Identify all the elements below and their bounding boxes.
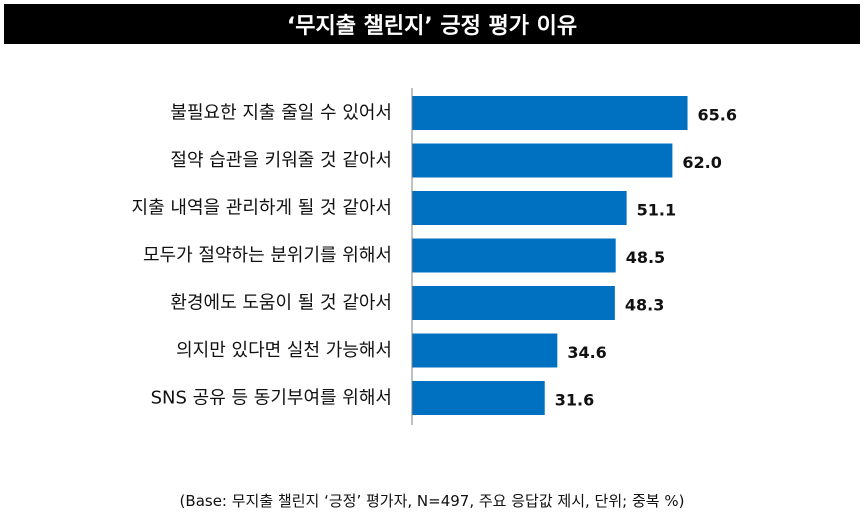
- value-label-4: 48.5: [626, 248, 665, 267]
- category-label-5: 환경에도 도움이 될 것 같아서: [170, 293, 392, 314]
- category-label-6: 의지만 있다면 실천 가능해서: [176, 340, 392, 361]
- bar-5: [412, 286, 615, 320]
- bar-1: [412, 96, 688, 130]
- value-label-2: 62.0: [682, 153, 721, 172]
- value-label-6: 34.6: [567, 343, 606, 362]
- bar-7: [412, 381, 545, 415]
- value-label-1: 65.6: [698, 106, 737, 125]
- bar-6: [412, 333, 558, 368]
- footnote: (Base: 무지출 챌린지 ‘긍정’ 평가자, N=497, 주요 응답값 제…: [179, 492, 685, 510]
- value-label-3: 51.1: [637, 201, 676, 220]
- chart-title: ‘무지출 챌린지’ 긍정 평가 이유: [4, 4, 860, 44]
- bars-layer: 불필요한 지출 줄일 수 있어서 65.6 절약 습관을 키워줄 것 같아서 62.0…: [132, 96, 737, 415]
- category-label-7: SNS 공유 등 동기부여를 위해서: [151, 388, 392, 409]
- bar-2: [412, 143, 673, 178]
- bar-3: [412, 191, 627, 225]
- category-label-1: 불필요한 지출 줄일 수 있어서: [170, 103, 392, 124]
- category-label-4: 모두가 절약하는 분위기를 위해서: [143, 245, 392, 266]
- bar-chart: 불필요한 지출 줄일 수 있어서 65.6 절약 습관을 키워줄 것 같아서 62.0…: [132, 88, 737, 425]
- value-label-7: 31.6: [555, 391, 594, 410]
- category-label-2: 절약 습관을 키워줄 것 같아서: [170, 150, 392, 171]
- value-label-5: 48.3: [625, 296, 664, 315]
- bar-4: [412, 238, 616, 273]
- category-label-3: 지출 내역을 관리하게 될 것 같아서: [132, 198, 392, 219]
